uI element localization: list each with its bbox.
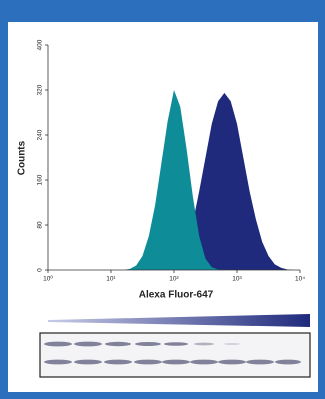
page: {"chart_data": {"type": "area", "x_label… [0,0,325,399]
y-tick-label: 0 [37,268,44,272]
y-axis-label: Counts [17,140,28,175]
x-axis-label: Alexa Fluor-647 [139,290,214,301]
chart: Counts Alexa Fluor-647 0 80 160 240 320 400 10… [0,0,325,399]
x-tick-label: 10⁰ [43,275,53,283]
x-tick-label: 10¹ [106,276,116,283]
x-tick-label: 10² [169,276,179,283]
y-tick-label: 400 [37,39,44,50]
blot [40,333,310,377]
y-tick-label: 80 [37,221,44,229]
x-tick-label: 10³ [232,276,242,283]
y-tick-label: 240 [37,129,44,140]
x-tick-label: 10⁴ [295,276,305,283]
y-tick-label: 160 [37,174,44,185]
y-tick-label: 320 [37,84,44,95]
